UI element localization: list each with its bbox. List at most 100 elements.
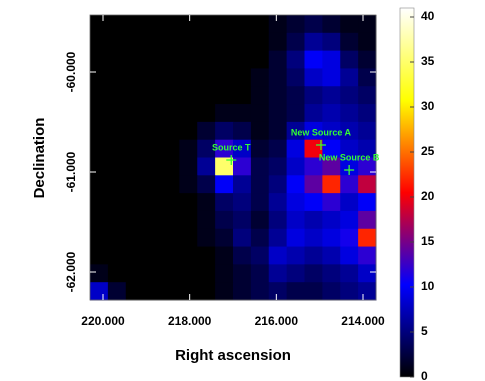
heatmap-cell: [161, 121, 180, 141]
heatmap-cell: [358, 68, 377, 87]
heatmap-cell: [286, 264, 305, 283]
heatmap-cell: [90, 193, 109, 212]
heatmap-cell: [304, 139, 323, 158]
heatmap-cell: [304, 228, 323, 248]
heatmap-cell: [322, 175, 341, 194]
heatmap-cell: [250, 193, 270, 212]
source-marker: [315, 140, 326, 150]
heatmap-cell: [90, 264, 109, 283]
heatmap-cell: [322, 86, 341, 105]
heatmap-cell: [90, 86, 109, 105]
heatmap-cell: [268, 32, 288, 52]
x-tick-label: 214.000: [341, 314, 385, 328]
heatmap-cell: [125, 139, 145, 158]
heatmap-cell: [322, 193, 341, 212]
heatmap-cell: [161, 86, 180, 105]
heatmap-cell: [161, 32, 180, 52]
heatmap-cell: [304, 86, 323, 105]
heatmap-cell: [179, 157, 198, 176]
heatmap-cell: [340, 86, 359, 105]
heatmap-cell: [197, 50, 216, 69]
source-label: New Source B: [319, 152, 380, 162]
heatmap-cell: [143, 193, 162, 212]
heatmap-cell: [143, 139, 162, 158]
heatmap-cell: [107, 15, 127, 34]
heatmap-cell: [215, 193, 234, 212]
heatmap-cell: [286, 68, 305, 87]
heatmap-cell: [143, 15, 162, 34]
y-tick-label: -61.000: [64, 151, 78, 192]
heatmap-cell: [107, 175, 127, 194]
heatmap-cell: [233, 50, 252, 69]
heatmap-cell: [143, 228, 162, 248]
heatmap-cell: [268, 157, 288, 176]
heatmap-cell: [179, 193, 198, 212]
heatmap-cell: [322, 32, 341, 52]
heatmap-cell: [233, 104, 252, 123]
source-label: New Source A: [291, 127, 352, 137]
heatmap-cell: [286, 86, 305, 105]
heatmap-cell: [340, 282, 359, 301]
heatmap-cell: [197, 157, 216, 176]
heatmap-cell: [286, 104, 305, 123]
heatmap-cell: [250, 282, 270, 301]
heatmap-cell: [161, 264, 180, 283]
source-label: Source T: [212, 142, 251, 152]
heatmap-cell: [358, 228, 377, 248]
source-marker: [344, 165, 355, 175]
heatmap-cell: [197, 246, 216, 265]
heatmap-cell: [304, 68, 323, 87]
heatmap-cell: [304, 282, 323, 301]
heatmap-cell: [250, 68, 270, 87]
heatmap-cell: [286, 50, 305, 69]
heatmap-cell: [233, 121, 252, 141]
heatmap-cell: [322, 50, 341, 69]
heatmap-cell: [304, 193, 323, 212]
colorbar-tick-label: 35: [421, 54, 435, 68]
heatmap-cell: [233, 264, 252, 283]
heatmap-cell: [197, 32, 216, 52]
heatmap-cell: [90, 139, 109, 158]
heatmap-cell: [233, 68, 252, 87]
heatmap-cell: [233, 32, 252, 52]
heatmap-cell: [125, 246, 145, 265]
source-marker: [226, 155, 237, 165]
heatmap-cell: [358, 210, 377, 230]
heatmap-cell: [179, 68, 198, 87]
heatmap-cell: [161, 139, 180, 158]
heatmap-cell: [268, 15, 288, 34]
heatmap-cell: [322, 68, 341, 87]
heatmap-cell: [215, 246, 234, 265]
heatmap-cell: [233, 175, 252, 194]
heatmap-cell: [286, 15, 305, 34]
colorbar-tick-label: 20: [421, 189, 435, 203]
heatmap-cell: [90, 121, 109, 141]
heatmap-cell: [268, 68, 288, 87]
heatmap-cell: [233, 193, 252, 212]
heatmap-cell: [304, 15, 323, 34]
heatmap-cell: [197, 15, 216, 34]
heatmap-cell: [125, 193, 145, 212]
colorbar-tick-label: 30: [421, 99, 435, 113]
heatmap-cell: [215, 210, 234, 230]
heatmap-cell: [286, 228, 305, 248]
heatmap-cell: [322, 228, 341, 248]
heatmap-cell: [340, 32, 359, 52]
heatmap-cell: [322, 15, 341, 34]
heatmap-cell: [143, 157, 162, 176]
heatmap-cell: [143, 86, 162, 105]
heatmap-cell: [268, 210, 288, 230]
heatmap-cell: [143, 121, 162, 141]
heatmap-cell: [107, 282, 127, 301]
heatmap-cell: [143, 32, 162, 52]
heatmap-cell: [143, 246, 162, 265]
heatmap-cell: [161, 50, 180, 69]
heatmap-cell: [250, 15, 270, 34]
heatmap-cell: [322, 246, 341, 265]
heatmap-cell: [90, 15, 109, 34]
heatmap-cell: [161, 193, 180, 212]
heatmap-cell: [107, 32, 127, 52]
heatmap-cell: [107, 121, 127, 141]
heatmap-cell: [215, 68, 234, 87]
